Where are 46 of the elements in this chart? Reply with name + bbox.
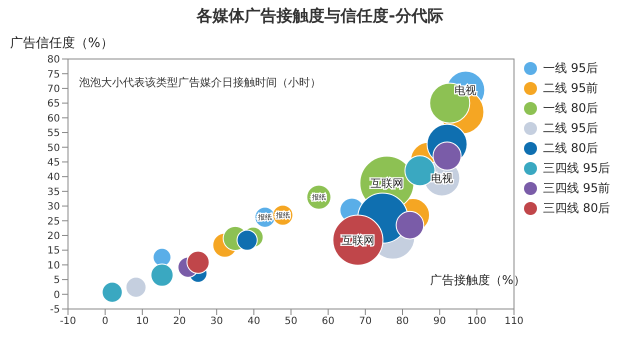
legend-label: 一线 95后: [543, 60, 598, 76]
x-tick-label: 100: [467, 316, 486, 328]
y-tick-label: 40: [47, 172, 60, 184]
annotation: 互联网: [341, 234, 374, 248]
y-tick-label: 35: [47, 186, 60, 198]
x-axis-title: 广告接触度（%）: [430, 272, 526, 289]
y-tick-label: 70: [47, 84, 60, 95]
annotation: 泡泡大小代表该类型广告媒介日接触时间（小时）: [79, 76, 321, 89]
y-tick-label: 45: [47, 157, 60, 168]
x-tick-label: 10: [136, 316, 149, 328]
y-tick-label: 75: [47, 69, 60, 80]
x-tick-label: 110: [504, 316, 524, 328]
y-tick-label: 50: [47, 142, 60, 154]
y-tick-label: 10: [47, 260, 60, 272]
y-tick-label: 60: [47, 113, 60, 124]
x-tick-label: 70: [358, 316, 372, 328]
y-tick-label: 15: [47, 246, 60, 257]
legend-label: 三四线 95前: [543, 180, 610, 196]
x-tick-label: 50: [284, 316, 298, 328]
y-tick-label: 55: [47, 128, 60, 140]
y-tick-label: 0: [54, 290, 60, 301]
y-tick-label: 20: [47, 231, 60, 242]
legend-label: 三四线 95后: [543, 160, 610, 176]
y-tick-label: 5: [54, 275, 60, 286]
y-tick-label: 25: [47, 216, 60, 228]
y-tick-label: 30: [47, 202, 60, 213]
x-tick-label: 60: [322, 316, 335, 328]
annotation: 电视: [430, 172, 453, 186]
y-tick-label: -5: [50, 304, 60, 316]
x-tick-label: 80: [396, 316, 409, 328]
y-tick-label: 65: [47, 98, 60, 110]
x-tick-label: 40: [247, 316, 260, 328]
legend-label: 二线 95前: [543, 80, 598, 96]
chart-title: 各媒体广告接触度与信任度-分代际: [195, 6, 444, 27]
legend-label: 一线 80后: [543, 100, 598, 116]
y-tick-label: 80: [47, 54, 60, 66]
legend-label: 三四线 80后: [543, 200, 610, 216]
legend-label: 二线 80后: [543, 140, 598, 156]
x-tick-label: 30: [210, 316, 224, 328]
x-tick-label: -10: [60, 316, 76, 328]
x-tick-label: 0: [102, 316, 108, 328]
y-axis-title: 广告信任度（%）: [10, 35, 114, 52]
x-tick-label: 20: [173, 316, 186, 328]
legend-label: 二线 95后: [543, 120, 598, 136]
annotation: 互联网: [370, 177, 404, 190]
x-tick-label: 90: [433, 316, 446, 328]
